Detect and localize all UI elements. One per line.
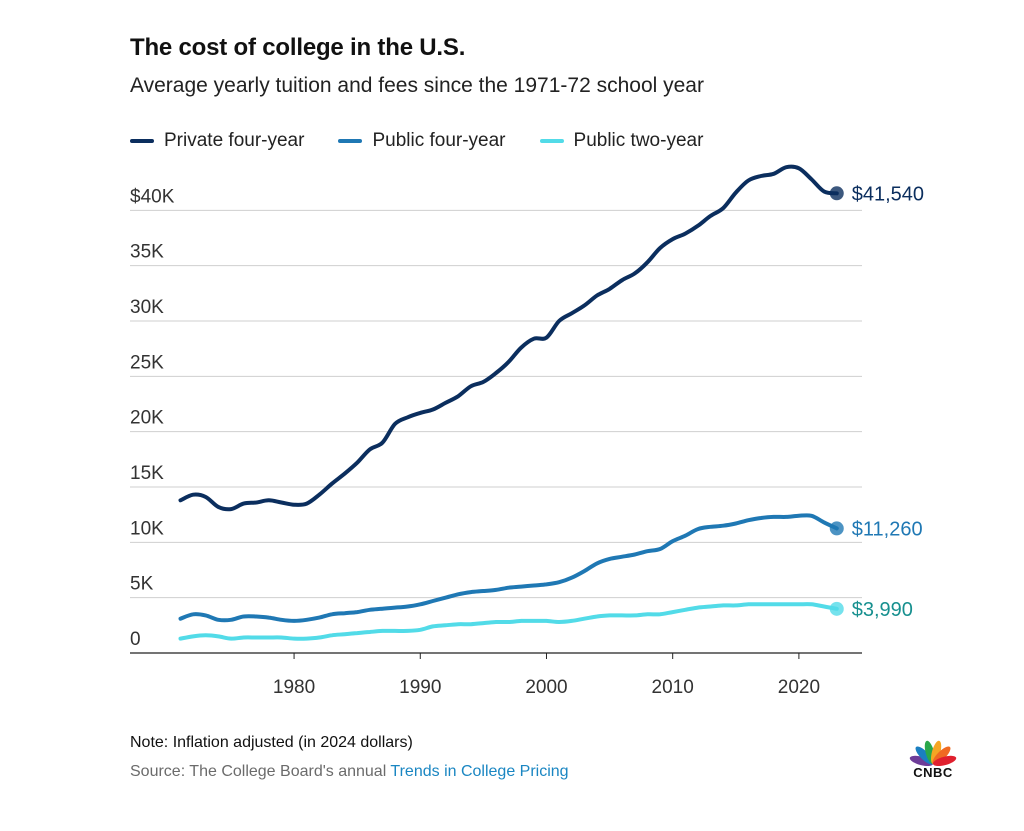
x-tick-label-3: 2010	[652, 677, 694, 698]
y-tick-label-6: 30K	[130, 297, 164, 318]
legend: Private four-year Public four-year Publi…	[130, 130, 703, 152]
legend-item-public-four-year: Public four-year	[338, 130, 506, 152]
end-point-public-two-year	[829, 601, 844, 616]
y-tick-label-2: 10K	[130, 518, 164, 539]
x-tick-label-2: 2000	[525, 677, 567, 698]
cnbc-logo-text: CNBC	[913, 765, 953, 780]
source-line: Source: The College Board's annual Trend…	[130, 763, 569, 781]
legend-label-private: Private four-year	[164, 130, 305, 151]
end-label-private-four-year: $41,540	[852, 183, 924, 205]
x-tick-label-4: 2020	[778, 677, 820, 698]
legend-label-public-two: Public two-year	[573, 130, 704, 151]
legend-swatch-public-two	[539, 139, 564, 143]
legend-item-public-two-year: Public two-year	[539, 130, 704, 152]
legend-swatch-private	[130, 139, 154, 143]
chart-title: The cost of college in the U.S.	[130, 34, 466, 61]
series-line-public-two-year	[178, 602, 839, 641]
legend-swatch-public-four	[338, 139, 363, 143]
y-tick-label-4: 20K	[130, 408, 164, 429]
y-tick-label-8: $40K	[130, 186, 175, 207]
series-line-public-four-year	[178, 513, 839, 623]
y-tick-label-7: 35K	[130, 242, 164, 263]
end-point-public-four-year	[829, 521, 844, 536]
y-tick-label-1: 5K	[130, 574, 154, 595]
end-point-private-four-year	[829, 186, 844, 201]
legend-item-private-four-year: Private four-year	[130, 130, 304, 152]
y-tick-label-0: 0	[130, 629, 141, 650]
y-tick-label-5: 25K	[130, 352, 164, 373]
end-label-public-four-year: $11,260	[852, 518, 923, 540]
end-label-public-two-year: $3,990	[852, 599, 913, 621]
x-tick-label-1: 1990	[399, 677, 441, 698]
y-tick-label-3: 15K	[130, 463, 164, 484]
legend-label-public-four: Public four-year	[372, 130, 506, 151]
source-link[interactable]: Trends in College Pricing	[390, 763, 569, 780]
footnote: Note: Inflation adjusted (in 2024 dollar…	[130, 734, 413, 751]
peacock-icon	[909, 740, 957, 767]
chart-subtitle: Average yearly tuition and fees since th…	[130, 74, 704, 97]
source-prefix: Source: The College Board's annual	[130, 763, 391, 780]
series-line-private-four-year	[178, 164, 839, 512]
x-tick-label-0: 1980	[273, 677, 315, 698]
